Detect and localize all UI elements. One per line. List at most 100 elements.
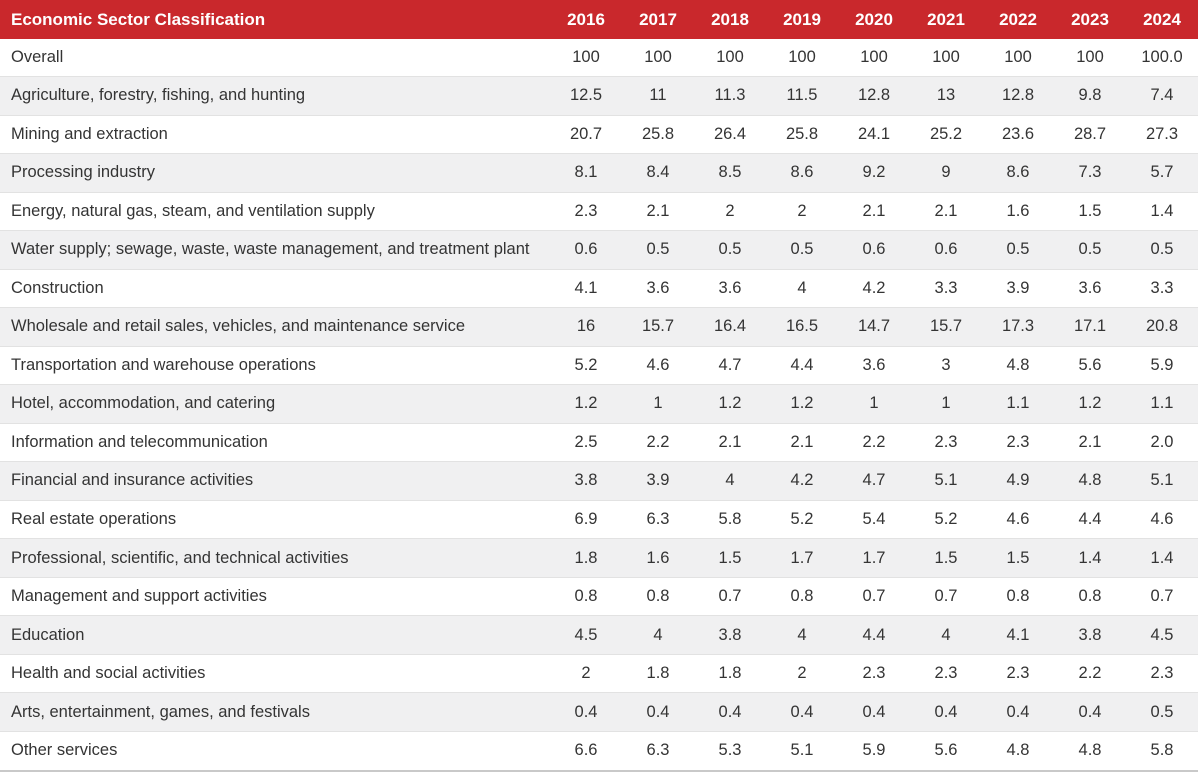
value-cell: 1.4 bbox=[1126, 538, 1198, 578]
value-cell: 100 bbox=[550, 39, 622, 78]
sector-label: Wholesale and retail sales, vehicles, an… bbox=[0, 307, 550, 347]
value-cell: 2.3 bbox=[910, 654, 982, 694]
value-cell: 100 bbox=[838, 39, 910, 78]
sector-label: Health and social activities bbox=[0, 654, 550, 694]
value-cell: 1.4 bbox=[1126, 192, 1198, 232]
value-cell: 2.3 bbox=[910, 423, 982, 463]
value-cell: 2.1 bbox=[1054, 423, 1126, 463]
value-cell: 6.3 bbox=[622, 500, 694, 540]
value-cell: 0.8 bbox=[550, 577, 622, 617]
year-column-header: 2020 bbox=[838, 0, 910, 39]
table-header-row: Economic Sector Classification 2016 2017 20… bbox=[0, 0, 1198, 39]
value-cell: 4.2 bbox=[766, 461, 838, 501]
value-cell: 100 bbox=[910, 39, 982, 78]
sector-label: Overall bbox=[0, 39, 550, 78]
value-cell: 0.5 bbox=[694, 230, 766, 270]
value-cell: 1.7 bbox=[766, 538, 838, 578]
sector-label: Real estate operations bbox=[0, 500, 550, 540]
sector-label: Other services bbox=[0, 731, 550, 772]
value-cell: 1 bbox=[622, 384, 694, 424]
value-cell: 17.3 bbox=[982, 307, 1054, 347]
sector-label: Professional, scientific, and technical … bbox=[0, 538, 550, 578]
value-cell: 2 bbox=[766, 654, 838, 694]
value-cell: 3.9 bbox=[622, 461, 694, 501]
value-cell: 100 bbox=[694, 39, 766, 78]
value-cell: 28.7 bbox=[1054, 115, 1126, 155]
value-cell: 0.4 bbox=[766, 692, 838, 732]
value-cell: 5.2 bbox=[910, 500, 982, 540]
value-cell: 12.8 bbox=[838, 76, 910, 116]
value-cell: 2.1 bbox=[694, 423, 766, 463]
value-cell: 4 bbox=[694, 461, 766, 501]
value-cell: 2.1 bbox=[622, 192, 694, 232]
value-cell: 1.6 bbox=[982, 192, 1054, 232]
value-cell: 0.4 bbox=[622, 692, 694, 732]
value-cell: 25.2 bbox=[910, 115, 982, 155]
table-row: Financial and insurance activities 3.8 3.9… bbox=[0, 461, 1198, 501]
value-cell: 3.3 bbox=[910, 269, 982, 309]
value-cell: 4.8 bbox=[982, 731, 1054, 772]
value-cell: 5.3 bbox=[694, 731, 766, 772]
value-cell: 1.2 bbox=[550, 384, 622, 424]
table-row: Wholesale and retail sales, vehicles, an… bbox=[0, 307, 1198, 347]
sector-label: Education bbox=[0, 615, 550, 655]
sector-label: Agriculture, forestry, fishing, and hunt… bbox=[0, 76, 550, 116]
value-cell: 16 bbox=[550, 307, 622, 347]
value-cell: 0.7 bbox=[1126, 577, 1198, 617]
value-cell: 4.9 bbox=[982, 461, 1054, 501]
value-cell: 9 bbox=[910, 153, 982, 193]
value-cell: 5.8 bbox=[694, 500, 766, 540]
value-cell: 2.2 bbox=[1054, 654, 1126, 694]
value-cell: 2 bbox=[694, 192, 766, 232]
value-cell: 3.9 bbox=[982, 269, 1054, 309]
value-cell: 1.5 bbox=[1054, 192, 1126, 232]
value-cell: 1.7 bbox=[838, 538, 910, 578]
value-cell: 4.1 bbox=[982, 615, 1054, 655]
value-cell: 0.6 bbox=[838, 230, 910, 270]
value-cell: 23.6 bbox=[982, 115, 1054, 155]
table-row: Information and telecommunication 2.5 2.2 2… bbox=[0, 423, 1198, 463]
value-cell: 27.3 bbox=[1126, 115, 1198, 155]
table-row: Water supply; sewage, waste, waste manag… bbox=[0, 230, 1198, 270]
value-cell: 4.8 bbox=[1054, 731, 1126, 772]
table-row: Education 4.5 4 3.8 4 4.4 4 4.1 3.8 4.5 bbox=[0, 615, 1198, 655]
value-cell: 3.3 bbox=[1126, 269, 1198, 309]
table-row: Real estate operations 6.9 6.3 5.8 5.2 5.4 5.2… bbox=[0, 500, 1198, 540]
value-cell: 5.6 bbox=[1054, 346, 1126, 386]
sector-label: Transportation and warehouse operations bbox=[0, 346, 550, 386]
value-cell: 9.2 bbox=[838, 153, 910, 193]
value-cell: 4.2 bbox=[838, 269, 910, 309]
year-column-header: 2021 bbox=[910, 0, 982, 39]
value-cell: 5.1 bbox=[910, 461, 982, 501]
value-cell: 5.9 bbox=[838, 731, 910, 772]
value-cell: 2.1 bbox=[910, 192, 982, 232]
value-cell: 20.7 bbox=[550, 115, 622, 155]
table-row: Management and support activities 0.8 0.8 0… bbox=[0, 577, 1198, 617]
value-cell: 2.2 bbox=[838, 423, 910, 463]
value-cell: 3.8 bbox=[550, 461, 622, 501]
value-cell: 26.4 bbox=[694, 115, 766, 155]
value-cell: 3.8 bbox=[1054, 615, 1126, 655]
value-cell: 12.8 bbox=[982, 76, 1054, 116]
year-column-header: 2017 bbox=[622, 0, 694, 39]
table-row: Health and social activities 2 1.8 1.8 2 2.3 2… bbox=[0, 654, 1198, 694]
value-cell: 15.7 bbox=[910, 307, 982, 347]
value-cell: 5.4 bbox=[838, 500, 910, 540]
value-cell: 8.6 bbox=[766, 153, 838, 193]
value-cell: 3.6 bbox=[1054, 269, 1126, 309]
value-cell: 0.4 bbox=[838, 692, 910, 732]
value-cell: 2.0 bbox=[1126, 423, 1198, 463]
value-cell: 3.8 bbox=[694, 615, 766, 655]
sector-label: Information and telecommunication bbox=[0, 423, 550, 463]
year-column-header: 2024 bbox=[1126, 0, 1198, 39]
year-column-header: 2016 bbox=[550, 0, 622, 39]
value-cell: 100 bbox=[622, 39, 694, 78]
table-row: Hotel, accommodation, and catering 1.2 1 1.… bbox=[0, 384, 1198, 424]
value-cell: 1.5 bbox=[982, 538, 1054, 578]
value-cell: 0.7 bbox=[694, 577, 766, 617]
value-cell: 16.4 bbox=[694, 307, 766, 347]
value-cell: 3 bbox=[910, 346, 982, 386]
year-column-header: 2018 bbox=[694, 0, 766, 39]
value-cell: 0.5 bbox=[1126, 230, 1198, 270]
